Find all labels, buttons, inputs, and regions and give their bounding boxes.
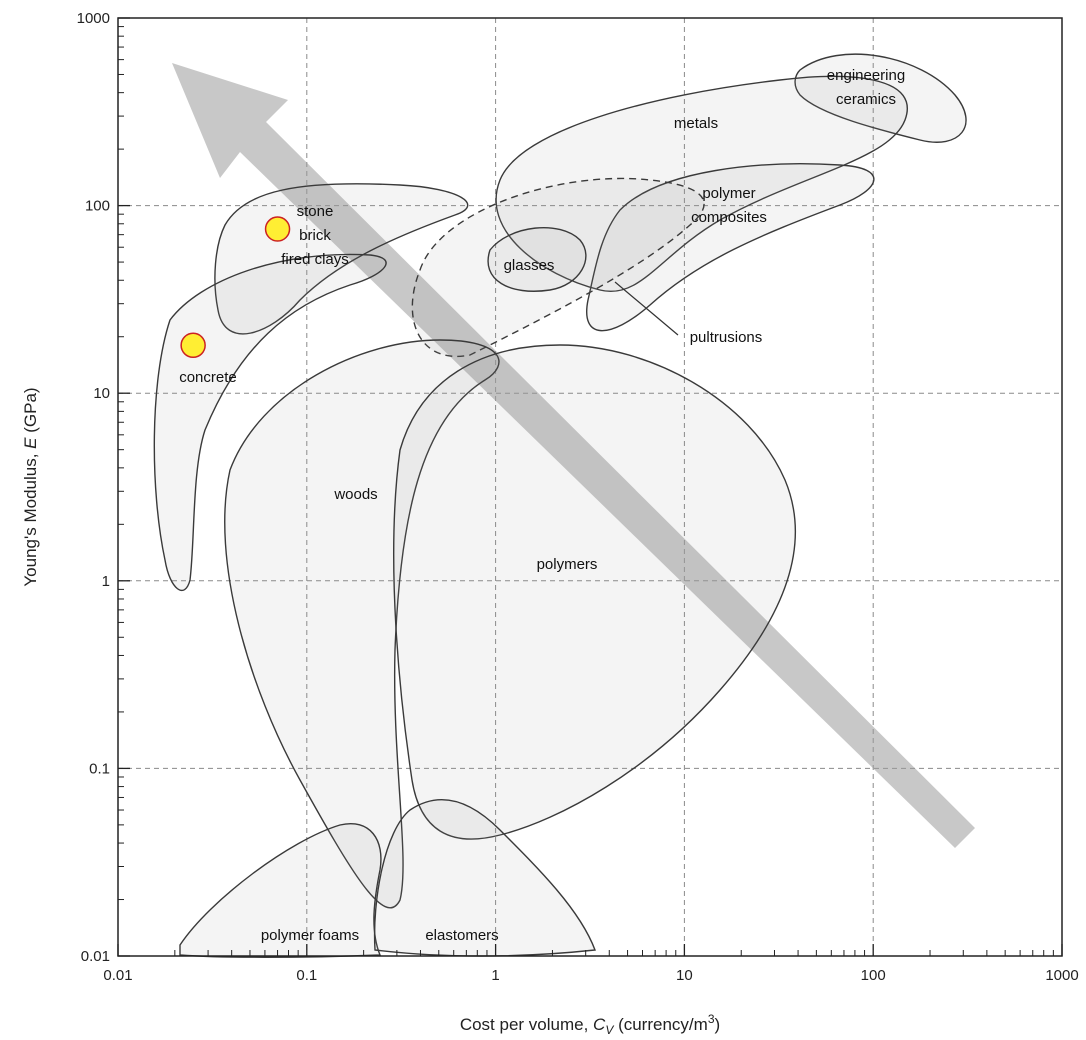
pultrusions-pointer — [614, 281, 679, 336]
x-axis-title-prefix: Cost per volume, — [460, 1015, 593, 1034]
region-polymer-foams — [179, 823, 382, 958]
x-axis-title-subscript: V — [605, 1023, 614, 1037]
trend-arrow — [172, 63, 975, 848]
x-tick-label: 0.01 — [103, 967, 132, 984]
label-metals: metals — [674, 115, 718, 132]
gridlines — [118, 18, 1062, 956]
label-polymer-foams: polymer foams — [261, 927, 359, 944]
y-axis-ticks: 0.01 0.1 1 10 100 1000 — [77, 10, 130, 965]
region-glasses — [487, 227, 587, 292]
label-stone: stone — [297, 203, 334, 220]
label-woods: woods — [333, 486, 377, 503]
y-axis-title: Young's Modulus, E (GPa) — [21, 387, 40, 586]
y-tick-label: 10 — [93, 385, 110, 402]
y-tick-label: 0.01 — [81, 948, 110, 965]
x-tick-label: 100 — [861, 967, 886, 984]
label-elastomers: elastomers — [425, 927, 498, 944]
material-regions — [153, 53, 967, 958]
region-polymers — [393, 344, 796, 840]
x-tick-label: 10 — [676, 967, 693, 984]
label-glasses: glasses — [504, 257, 555, 274]
y-axis-title-prefix: Young's Modulus, — [21, 449, 40, 587]
highlight-point-concrete — [180, 332, 206, 359]
y-axis-title-symbol: E — [21, 437, 40, 449]
label-polymer: polymer — [702, 185, 755, 202]
highlight-point-brick — [264, 216, 291, 242]
region-woods — [224, 339, 500, 909]
y-tick-label: 1 — [102, 573, 110, 590]
y-tick-label: 100 — [85, 198, 110, 215]
x-axis-ticks: 0.01 0.1 1 10 100 1000 — [103, 944, 1079, 984]
region-metals — [495, 75, 908, 293]
highlighted-points — [180, 216, 291, 359]
x-axis-title-symbol: C — [593, 1015, 606, 1034]
x-tick-label: 1 — [491, 967, 499, 984]
region-labels: engineering ceramics metals polymer comp… — [179, 67, 905, 944]
y-axis-title-units: (GPa) — [21, 387, 40, 437]
x-tick-label: 0.1 — [296, 967, 317, 984]
label-engineering: engineering — [827, 67, 905, 84]
label-brick: brick — [299, 227, 331, 244]
x-tick-label: 1000 — [1045, 967, 1078, 984]
x-axis-title-superscript: 3 — [708, 1012, 715, 1026]
plot-frame — [117, 17, 1063, 957]
region-concrete — [153, 253, 387, 592]
y-tick-label: 0.1 — [89, 760, 110, 777]
label-fired-clays: fired clays — [281, 251, 349, 268]
region-pultrusions-dashed — [411, 177, 705, 358]
x-axis-title-units: (currency/m — [613, 1015, 707, 1034]
x-axis-title: Cost per volume, CV (currency/m3) — [460, 1012, 720, 1037]
label-ceramics: ceramics — [836, 91, 896, 108]
trend-arrow-shape — [172, 63, 975, 848]
label-polymers: polymers — [537, 556, 598, 573]
region-polymer-composites — [586, 163, 875, 332]
x-axis-title-close: ) — [715, 1015, 721, 1034]
label-pultrusions: pultrusions — [690, 329, 763, 346]
label-composites: composites — [691, 209, 767, 226]
y-tick-label: 1000 — [77, 10, 110, 27]
label-concrete: concrete — [179, 369, 237, 386]
